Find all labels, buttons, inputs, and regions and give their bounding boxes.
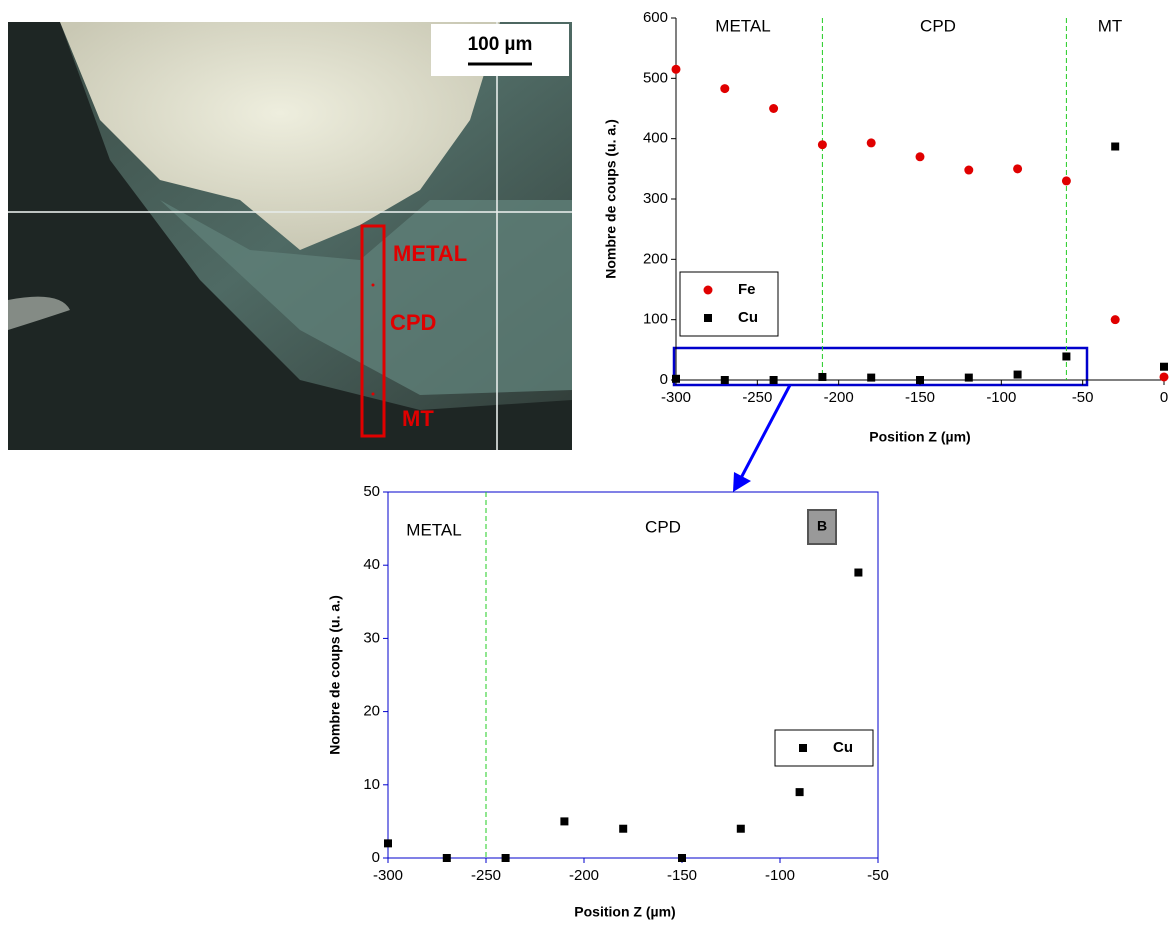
y-tick-label: 600 [643,9,668,26]
data-point [501,854,510,862]
x-axis-label: Position Z (µm) [869,429,970,445]
x-tick-label: -50 [1072,389,1094,406]
data-point [678,854,686,862]
data-point [1062,352,1071,361]
legend-label: Fe [738,281,756,298]
x-tick-label: -300 [661,389,691,406]
region-label: METAL [406,520,461,539]
data-point [720,84,730,94]
region-label: METAL [715,16,770,35]
data-point [1013,370,1022,379]
region-label: CPD [645,517,681,536]
plot-frame [387,491,879,859]
x-tick-label: -150 [905,389,935,406]
x-tick-label: -100 [986,389,1016,406]
y-tick-label: 0 [372,849,380,866]
x-tick-label: -250 [471,867,501,884]
image-label: CPD [390,310,436,335]
legend-label: Cu [833,739,853,756]
data-point [1111,142,1120,151]
y-tick-label: 200 [643,250,668,267]
legend-box [774,729,874,767]
y-tick-label: 0 [660,371,668,388]
scale-bar-label: 100 µm [468,34,533,55]
data-point [736,824,745,833]
x-tick-label: -200 [824,389,854,406]
x-tick-label: -50 [867,867,889,884]
data-point [817,140,827,150]
data-point [1159,372,1169,382]
data-point [818,372,827,381]
region-label: CPD [920,16,956,35]
data-point [964,373,973,382]
data-point [769,376,778,384]
legend-box [679,271,779,337]
zoom-arrow [739,384,792,479]
data-point [795,788,804,797]
panel-label: B [817,518,827,534]
y-tick-label: 30 [363,629,380,646]
data-point [964,165,974,175]
y-tick-label: 400 [643,130,668,147]
x-tick-label: -200 [569,867,599,884]
data-point [384,839,392,848]
data-point [442,854,451,862]
x-tick-label: 0 [1160,389,1168,406]
data-point [915,152,925,162]
data-point [560,817,569,826]
zoom-arrow-head [733,472,751,492]
legend-marker [703,285,713,295]
region-label: MT [1098,16,1123,35]
y-tick-label: 300 [643,190,668,207]
y-tick-label: 50 [363,483,380,500]
y-tick-label: 40 [363,556,380,573]
y-tick-label: 20 [363,703,380,720]
image-label: MT [402,406,434,431]
data-point [720,376,729,384]
y-tick-label: 10 [363,776,380,793]
legend-marker [704,314,712,322]
legend-marker [799,744,807,752]
x-tick-label: -150 [667,867,697,884]
data-point [672,374,680,383]
data-point [1160,362,1168,371]
y-axis-label: Nombre de coups (u. a.) [327,595,343,754]
zoom-box [672,346,1089,387]
data-point [671,64,681,74]
data-point [769,104,779,113]
legend-label: Cu [738,309,758,326]
x-axis-label: Position Z (µm) [574,904,675,920]
data-point [916,376,924,384]
y-tick-label: 500 [643,69,668,86]
data-point [619,824,628,833]
data-point [866,138,876,148]
x-tick-label: -250 [742,389,772,406]
x-tick-label: -100 [765,867,795,884]
micrograph: 100 µm METAL CPD MT [8,22,572,450]
image-label: METAL [393,241,467,266]
y-tick-label: 100 [643,311,668,328]
data-point [1110,315,1120,325]
data-point [1061,176,1071,186]
data-point [867,373,876,382]
x-tick-label: -300 [373,867,403,884]
panel-badge [807,509,837,545]
y-axis-label: Nombre de coups (u. a.) [603,119,619,278]
data-point [854,568,863,577]
data-point [1013,164,1023,174]
